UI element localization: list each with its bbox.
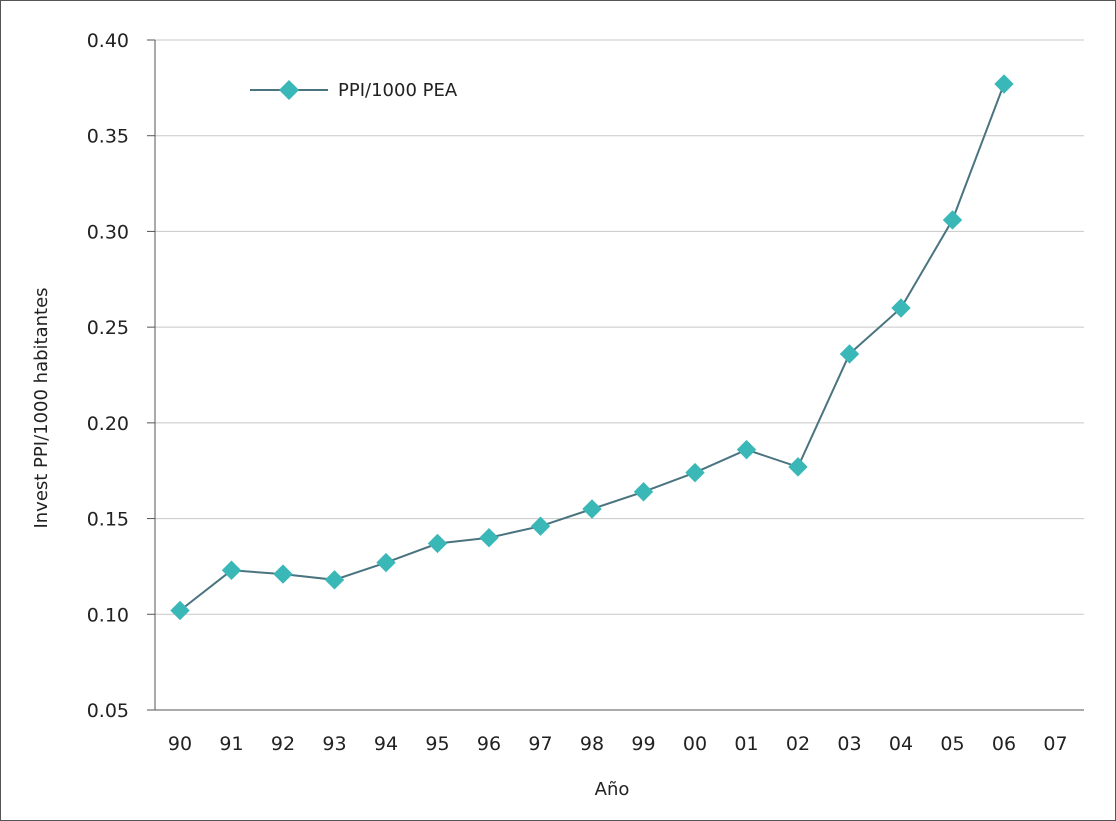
data-point-95 [427,533,448,554]
y-tick-label-1: 0.10 [87,604,129,626]
x-tick-label-3: 93 [322,733,346,755]
x-tick-labels: 90 91 92 93 94 95 96 97 98 99 00 01 02 03 04 05 06 07 [168,733,1068,755]
data-point-91 [221,560,242,580]
series-group [170,74,1014,621]
x-tick-label-12: 02 [786,733,810,755]
x-tick-label-2: 92 [271,733,295,755]
x-tick-label-4: 94 [374,733,398,755]
y-tick-label-4: 0.25 [87,317,129,339]
series-line-0 [179,83,1005,612]
x-axis-label: Año [595,779,630,800]
data-point-97 [530,516,551,536]
y-tick-label-2: 0.15 [87,509,129,531]
x-tick-label-15: 05 [940,733,964,755]
data-point-04 [891,298,911,318]
legend-diamond-marker [279,80,299,100]
y-tick-label-6: 0.35 [87,126,129,148]
data-point-93 [324,570,345,590]
y-tick-label-5: 0.30 [87,221,129,243]
axes [147,39,1084,711]
data-point-96 [479,528,499,548]
data-point-00 [685,462,705,483]
x-tick-label-0: 90 [168,733,192,755]
x-tick-label-16: 06 [992,733,1016,755]
data-point-94 [376,552,396,573]
x-tick-label-17: 07 [1043,733,1067,755]
data-point-05 [942,210,963,230]
x-tick-label-5: 95 [425,733,449,755]
x-tick-label-1: 91 [219,733,243,755]
legend: PPI/1000 PEA [250,80,458,101]
data-point-02 [788,457,808,477]
data-point-98 [582,499,602,519]
legend-label: PPI/1000 PEA [338,80,458,101]
x-tick-label-6: 96 [477,733,501,755]
x-tick-label-11: 01 [734,733,758,755]
x-tick-label-10: 00 [683,733,707,755]
data-point-06 [994,74,1014,94]
y-axis-label: Invest PPI/1000 habitantes [31,287,52,528]
data-point-90 [170,600,190,621]
y-tick-labels: 0.05 0.10 0.15 0.20 0.25 0.30 0.35 0.40 [87,30,129,722]
data-point-92 [273,564,293,584]
y-tick-label-7: 0.40 [87,30,129,52]
x-tick-label-14: 04 [889,733,913,755]
data-point-99 [633,482,654,502]
gridlines [155,39,1084,615]
x-tick-label-7: 97 [528,733,552,755]
y-tick-label-0: 0.05 [87,700,129,722]
x-tick-label-8: 98 [580,733,604,755]
data-point-01 [736,439,757,460]
x-tick-label-13: 03 [837,733,861,755]
x-tick-label-9: 99 [631,733,655,755]
y-tick-label-3: 0.20 [87,413,129,435]
data-point-03 [839,344,860,364]
